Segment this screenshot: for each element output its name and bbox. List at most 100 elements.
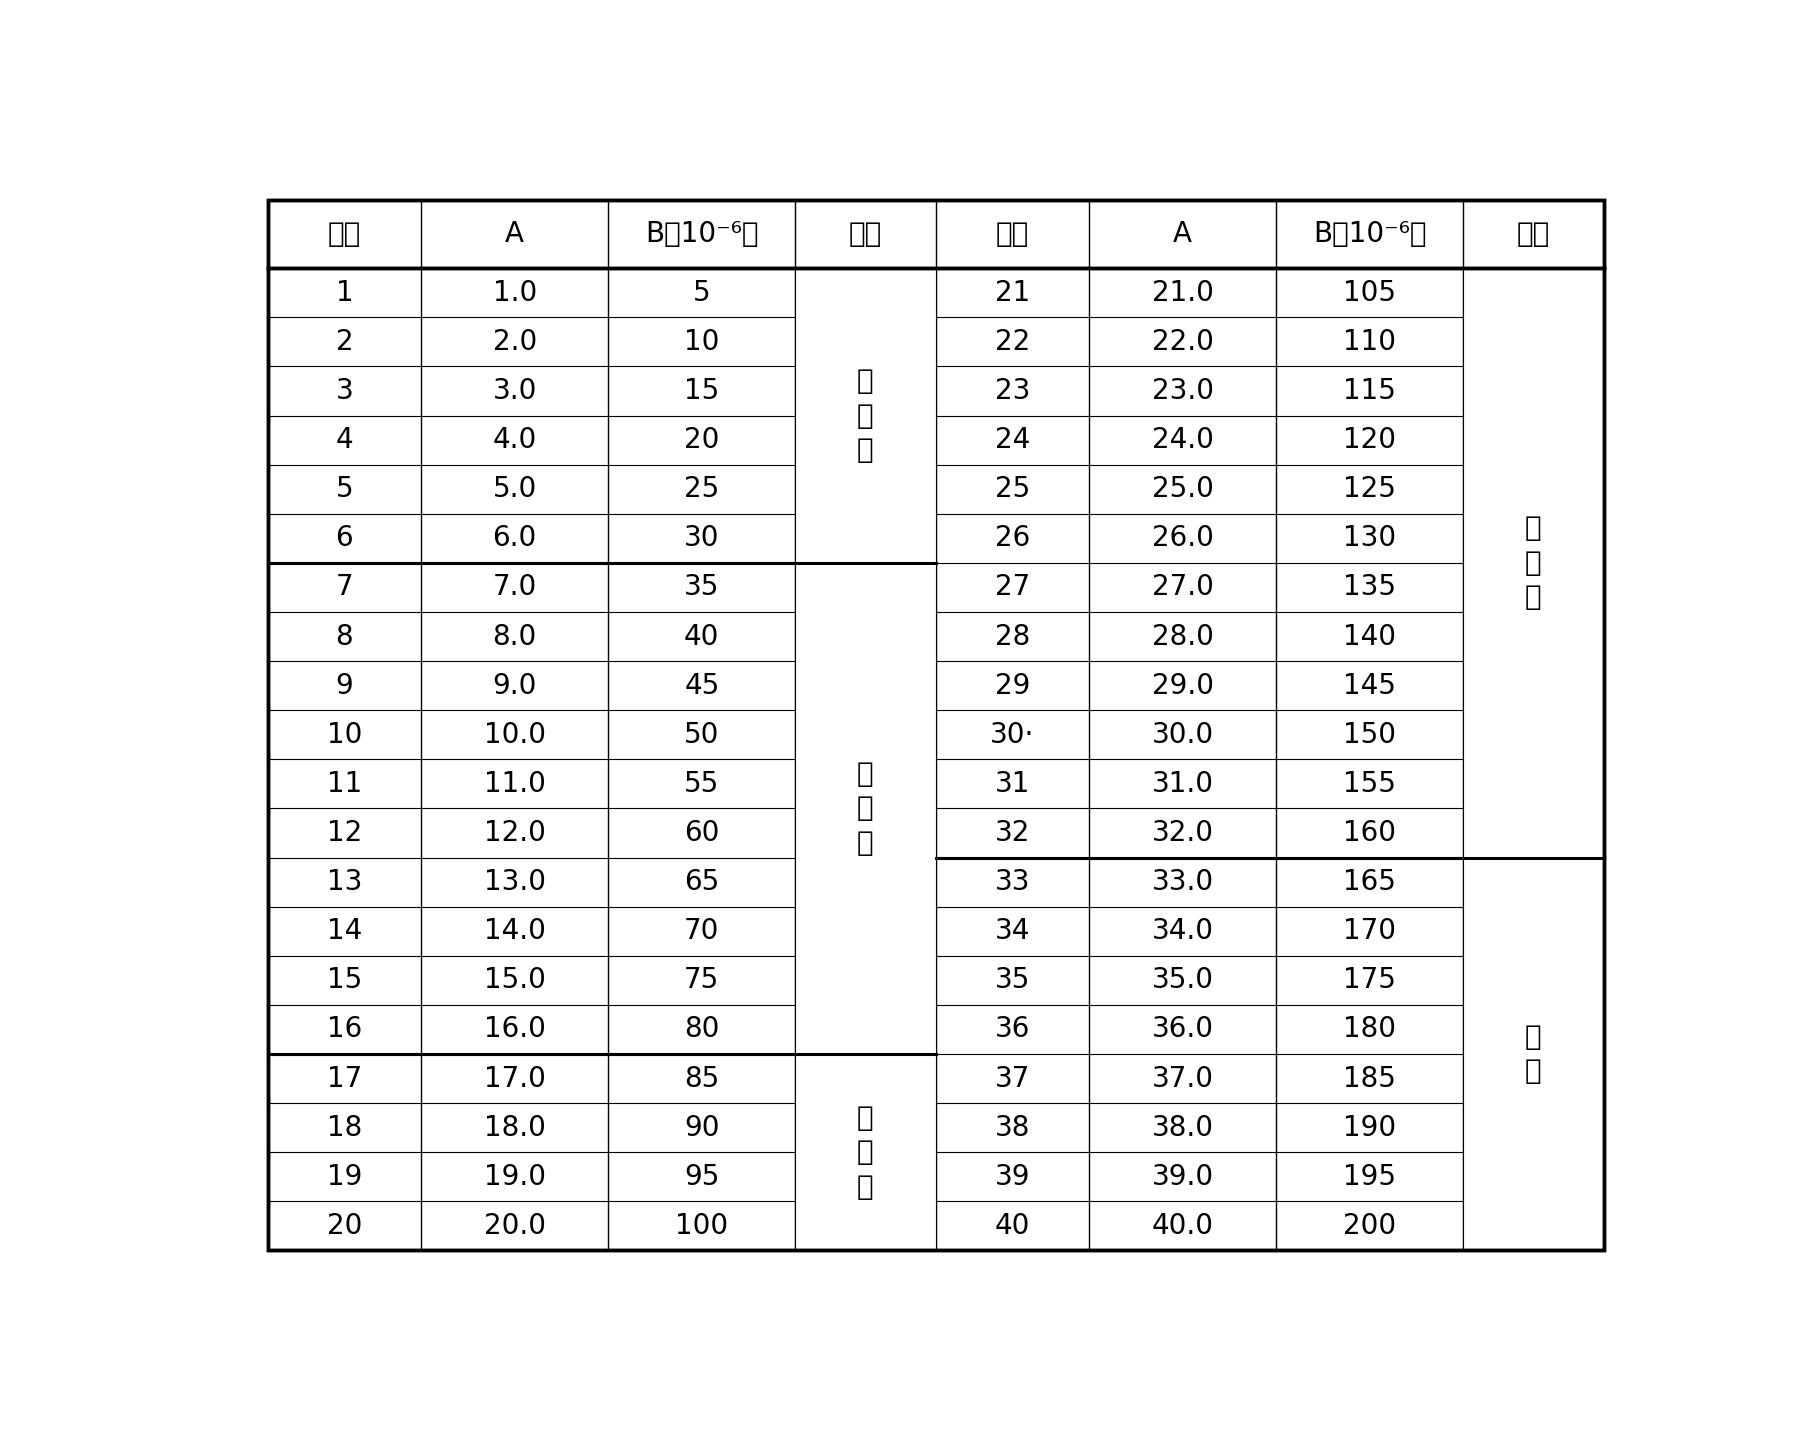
Text: 19: 19 bbox=[327, 1163, 363, 1190]
Text: 35: 35 bbox=[995, 966, 1031, 994]
Text: 31.0: 31.0 bbox=[1152, 770, 1213, 798]
Text: 110: 110 bbox=[1343, 327, 1397, 356]
Text: 4.0: 4.0 bbox=[493, 426, 536, 454]
Text: 55: 55 bbox=[684, 770, 720, 798]
Text: 120: 120 bbox=[1343, 426, 1397, 454]
Text: 8.0: 8.0 bbox=[493, 623, 536, 651]
Text: 6: 6 bbox=[336, 524, 354, 553]
Text: 50: 50 bbox=[684, 721, 720, 748]
Text: 合
格
品: 合 格 品 bbox=[1525, 514, 1541, 612]
Text: 200: 200 bbox=[1343, 1212, 1397, 1239]
Text: 45: 45 bbox=[684, 672, 720, 699]
Text: 65: 65 bbox=[684, 869, 720, 896]
Text: 21.0: 21.0 bbox=[1152, 279, 1213, 307]
Text: 23: 23 bbox=[995, 378, 1031, 405]
Text: 35.0: 35.0 bbox=[1152, 966, 1213, 994]
Text: 17: 17 bbox=[327, 1064, 363, 1093]
Text: 12: 12 bbox=[327, 819, 363, 847]
Text: 80: 80 bbox=[684, 1015, 720, 1044]
Text: 30·: 30· bbox=[991, 721, 1034, 748]
Text: 27: 27 bbox=[995, 573, 1031, 602]
Text: 编号: 编号 bbox=[329, 220, 361, 248]
Text: 31: 31 bbox=[995, 770, 1031, 798]
Text: 15: 15 bbox=[684, 378, 720, 405]
Text: 105: 105 bbox=[1343, 279, 1397, 307]
Text: A: A bbox=[1173, 220, 1191, 248]
Text: 32: 32 bbox=[995, 819, 1031, 847]
Bar bbox=[796, 269, 935, 563]
Bar bbox=[1464, 269, 1603, 857]
Text: 10.0: 10.0 bbox=[484, 721, 545, 748]
Text: 26.0: 26.0 bbox=[1152, 524, 1213, 553]
Text: 25.0: 25.0 bbox=[1152, 475, 1213, 503]
Text: 29: 29 bbox=[995, 672, 1031, 699]
Text: 3: 3 bbox=[336, 378, 354, 405]
Text: 39: 39 bbox=[995, 1163, 1031, 1190]
Bar bbox=[1464, 857, 1603, 1251]
Text: 16: 16 bbox=[327, 1015, 363, 1044]
Text: 40: 40 bbox=[684, 623, 720, 651]
Text: 40.0: 40.0 bbox=[1152, 1212, 1213, 1239]
Bar bbox=[796, 563, 935, 1054]
Text: 180: 180 bbox=[1343, 1015, 1397, 1044]
Text: 23.0: 23.0 bbox=[1152, 378, 1213, 405]
Text: 39.0: 39.0 bbox=[1152, 1163, 1213, 1190]
Text: 优
等
品: 优 等 品 bbox=[857, 368, 874, 464]
Text: 18: 18 bbox=[327, 1114, 363, 1142]
Text: 4: 4 bbox=[336, 426, 354, 454]
Text: 40: 40 bbox=[995, 1212, 1031, 1239]
Text: 95: 95 bbox=[684, 1163, 720, 1190]
Text: 10: 10 bbox=[684, 327, 720, 356]
Bar bbox=[796, 1054, 935, 1251]
Text: 33: 33 bbox=[995, 869, 1031, 896]
Text: 15.0: 15.0 bbox=[484, 966, 545, 994]
Text: 22: 22 bbox=[995, 327, 1031, 356]
Text: 24.0: 24.0 bbox=[1152, 426, 1213, 454]
Text: 70: 70 bbox=[684, 918, 720, 945]
Text: 6.0: 6.0 bbox=[493, 524, 536, 553]
Text: 195: 195 bbox=[1343, 1163, 1397, 1190]
Text: 28: 28 bbox=[995, 623, 1031, 651]
Text: 32.0: 32.0 bbox=[1152, 819, 1213, 847]
Text: 36: 36 bbox=[995, 1015, 1031, 1044]
Text: 85: 85 bbox=[684, 1064, 720, 1093]
Text: B（10⁻⁶）: B（10⁻⁶） bbox=[1312, 220, 1426, 248]
Text: 9: 9 bbox=[336, 672, 354, 699]
Text: 125: 125 bbox=[1343, 475, 1395, 503]
Text: 34.0: 34.0 bbox=[1152, 918, 1213, 945]
Text: 等级: 等级 bbox=[1516, 220, 1550, 248]
Text: 10: 10 bbox=[327, 721, 363, 748]
Text: 14: 14 bbox=[327, 918, 363, 945]
Text: 18.0: 18.0 bbox=[484, 1114, 545, 1142]
Text: 14.0: 14.0 bbox=[484, 918, 545, 945]
Text: 27.0: 27.0 bbox=[1152, 573, 1213, 602]
Text: 28.0: 28.0 bbox=[1152, 623, 1213, 651]
Text: 12.0: 12.0 bbox=[484, 819, 545, 847]
Text: 160: 160 bbox=[1343, 819, 1397, 847]
Text: 34: 34 bbox=[995, 918, 1031, 945]
Text: 1.0: 1.0 bbox=[493, 279, 536, 307]
Text: 11: 11 bbox=[327, 770, 363, 798]
Text: 24: 24 bbox=[995, 426, 1031, 454]
Text: 37: 37 bbox=[995, 1064, 1031, 1093]
Text: 20: 20 bbox=[327, 1212, 363, 1239]
Text: 150: 150 bbox=[1343, 721, 1397, 748]
Text: 130: 130 bbox=[1343, 524, 1397, 553]
Text: 33.0: 33.0 bbox=[1152, 869, 1213, 896]
Text: B（10⁻⁶）: B（10⁻⁶） bbox=[644, 220, 758, 248]
Text: 140: 140 bbox=[1343, 623, 1397, 651]
Text: 36.0: 36.0 bbox=[1152, 1015, 1213, 1044]
Text: 9.0: 9.0 bbox=[493, 672, 536, 699]
Text: 合
格
品: 合 格 品 bbox=[857, 1104, 874, 1200]
Text: 13.0: 13.0 bbox=[484, 869, 545, 896]
Text: 3.0: 3.0 bbox=[493, 378, 536, 405]
Text: 5: 5 bbox=[336, 475, 354, 503]
Text: 26: 26 bbox=[995, 524, 1031, 553]
Text: 145: 145 bbox=[1343, 672, 1395, 699]
Bar bbox=[1464, 857, 1603, 1251]
Text: 38: 38 bbox=[995, 1114, 1031, 1142]
Text: 19.0: 19.0 bbox=[484, 1163, 545, 1190]
Text: 165: 165 bbox=[1343, 869, 1395, 896]
Text: 20: 20 bbox=[684, 426, 720, 454]
Text: 1: 1 bbox=[336, 279, 354, 307]
